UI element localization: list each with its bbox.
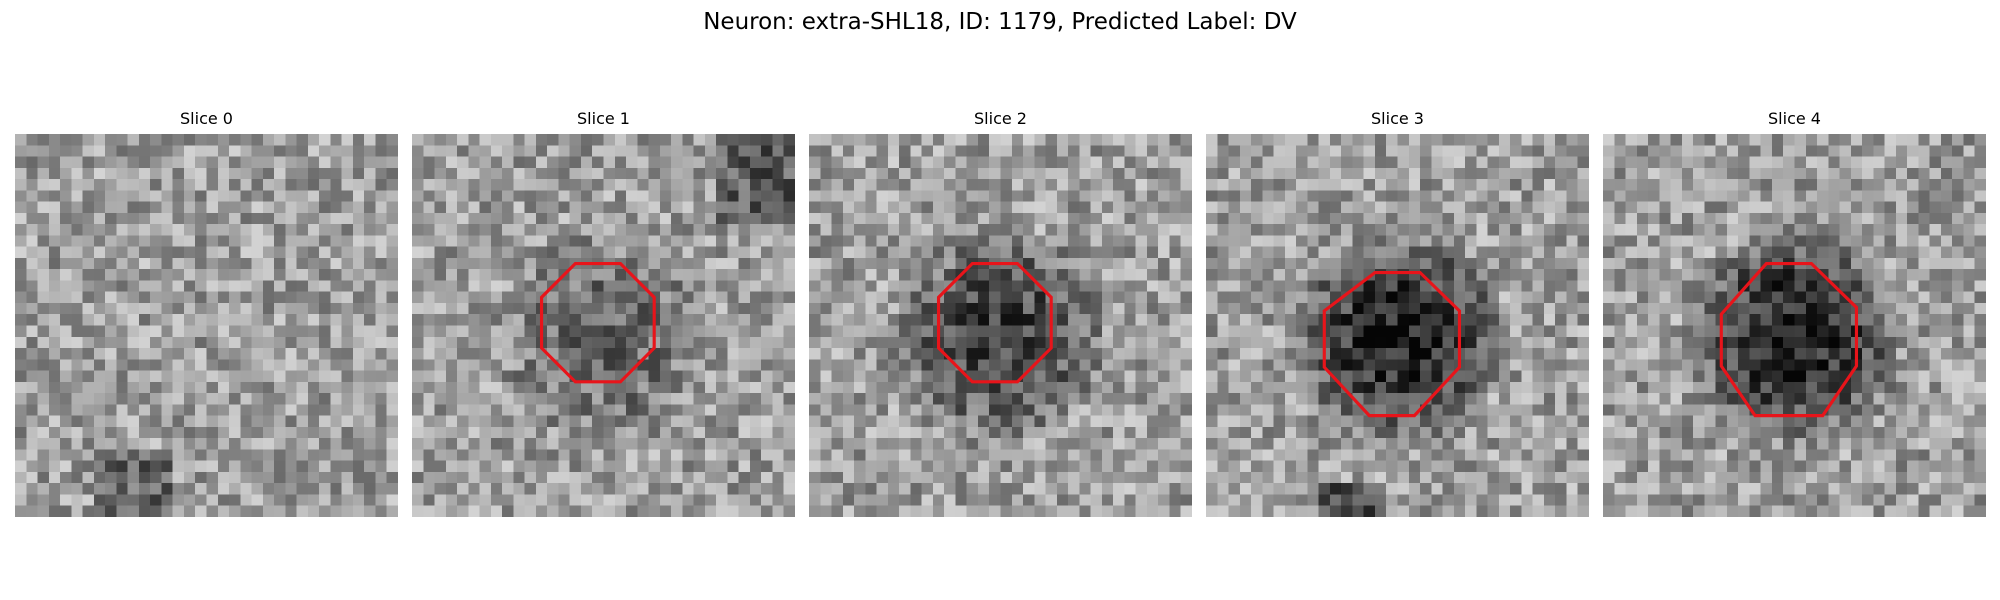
slice-image (15, 134, 398, 517)
roi-overlay (1719, 261, 1859, 418)
microscopy-slice-image (1206, 134, 1589, 517)
slice-panel-3: Slice 3 (1206, 109, 1589, 517)
slice-panel-1: Slice 1 (412, 109, 795, 517)
slice-title: Slice 0 (180, 109, 233, 128)
roi-overlay (1322, 270, 1462, 418)
slice-image (1206, 134, 1589, 517)
microscopy-slice-image (1603, 134, 1986, 517)
roi-overlay (539, 261, 656, 384)
slice-title: Slice 1 (577, 109, 630, 128)
slice-panel-4: Slice 4 (1603, 109, 1986, 517)
slice-title: Slice 3 (1371, 109, 1424, 128)
slice-image (809, 134, 1192, 517)
microscopy-slice-image (809, 134, 1192, 517)
roi-outline (936, 261, 1053, 384)
microscopy-slice-image (15, 134, 398, 517)
slice-title: Slice 2 (974, 109, 1027, 128)
roi-outline (1719, 261, 1859, 418)
slice-panel-0: Slice 0 (15, 109, 398, 517)
slice-panel-2: Slice 2 (809, 109, 1192, 517)
roi-overlay (936, 261, 1053, 384)
roi-overlay (15, 134, 398, 517)
slice-title: Slice 4 (1768, 109, 1821, 128)
roi-outline (1322, 270, 1462, 418)
slice-image (412, 134, 795, 517)
roi-outline (539, 261, 656, 384)
figure-title: Neuron: extra-SHL18, ID: 1179, Predicted… (703, 9, 1297, 35)
slice-image (1603, 134, 1986, 517)
microscopy-slice-image (412, 134, 795, 517)
